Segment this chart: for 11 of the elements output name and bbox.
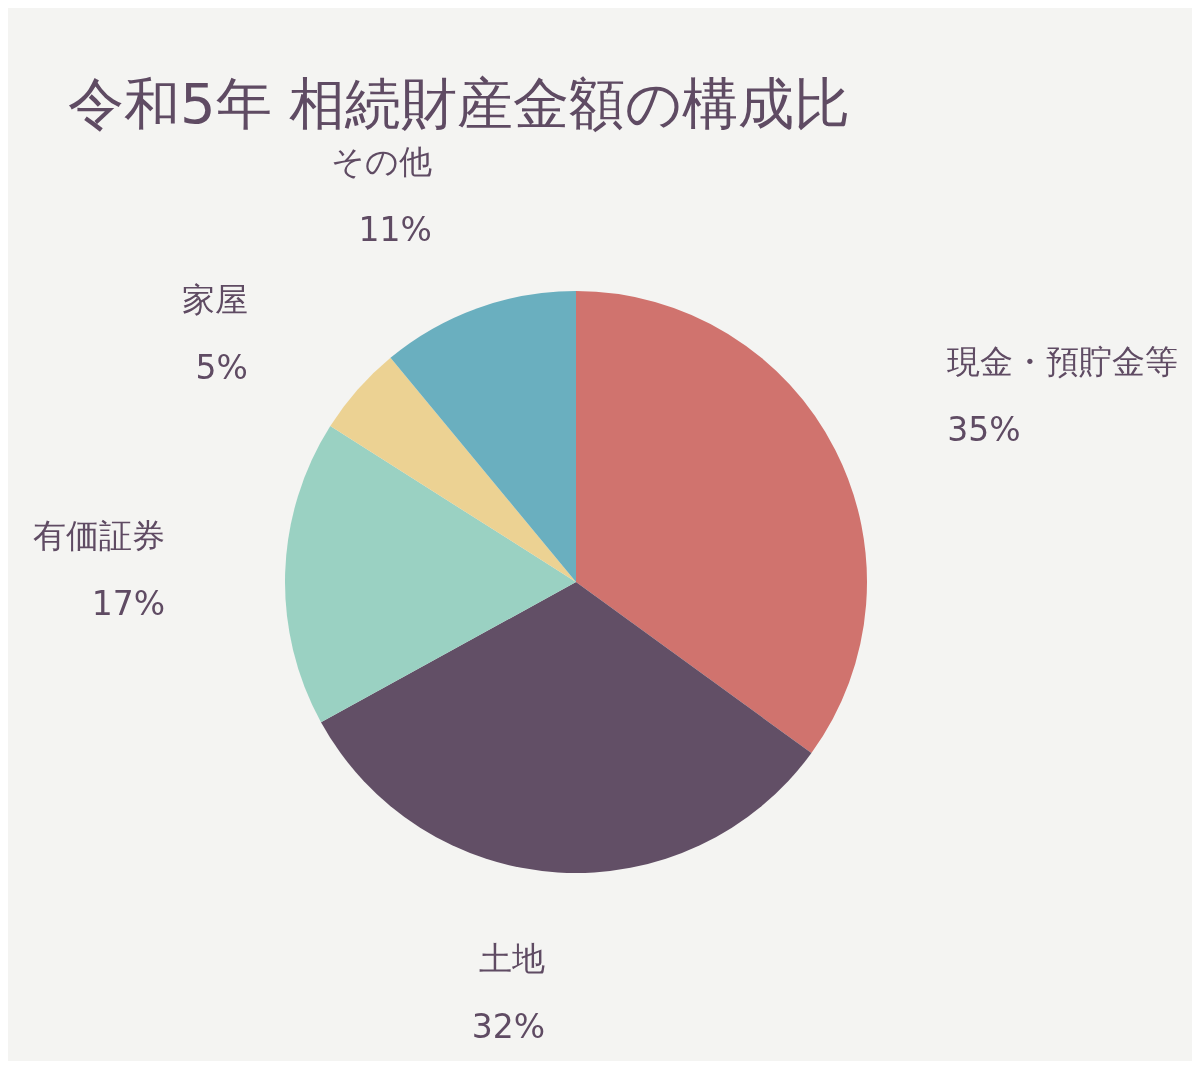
chart-title: 令和5年 相続財産金額の構成比 [68,70,851,136]
data-label: 17% [91,583,166,623]
slice-label: 現金・預貯金等 [947,341,1179,381]
data-label: 11% [358,209,432,249]
slice-label: 土地 [479,938,546,978]
slice-label: 家屋 [181,279,248,319]
slice-label: その他 [330,141,432,181]
data-label: 5% [195,347,248,387]
data-label: 35% [947,409,1021,449]
slice-label: 有価証券 [33,515,166,555]
data-label: 32% [471,1006,546,1046]
